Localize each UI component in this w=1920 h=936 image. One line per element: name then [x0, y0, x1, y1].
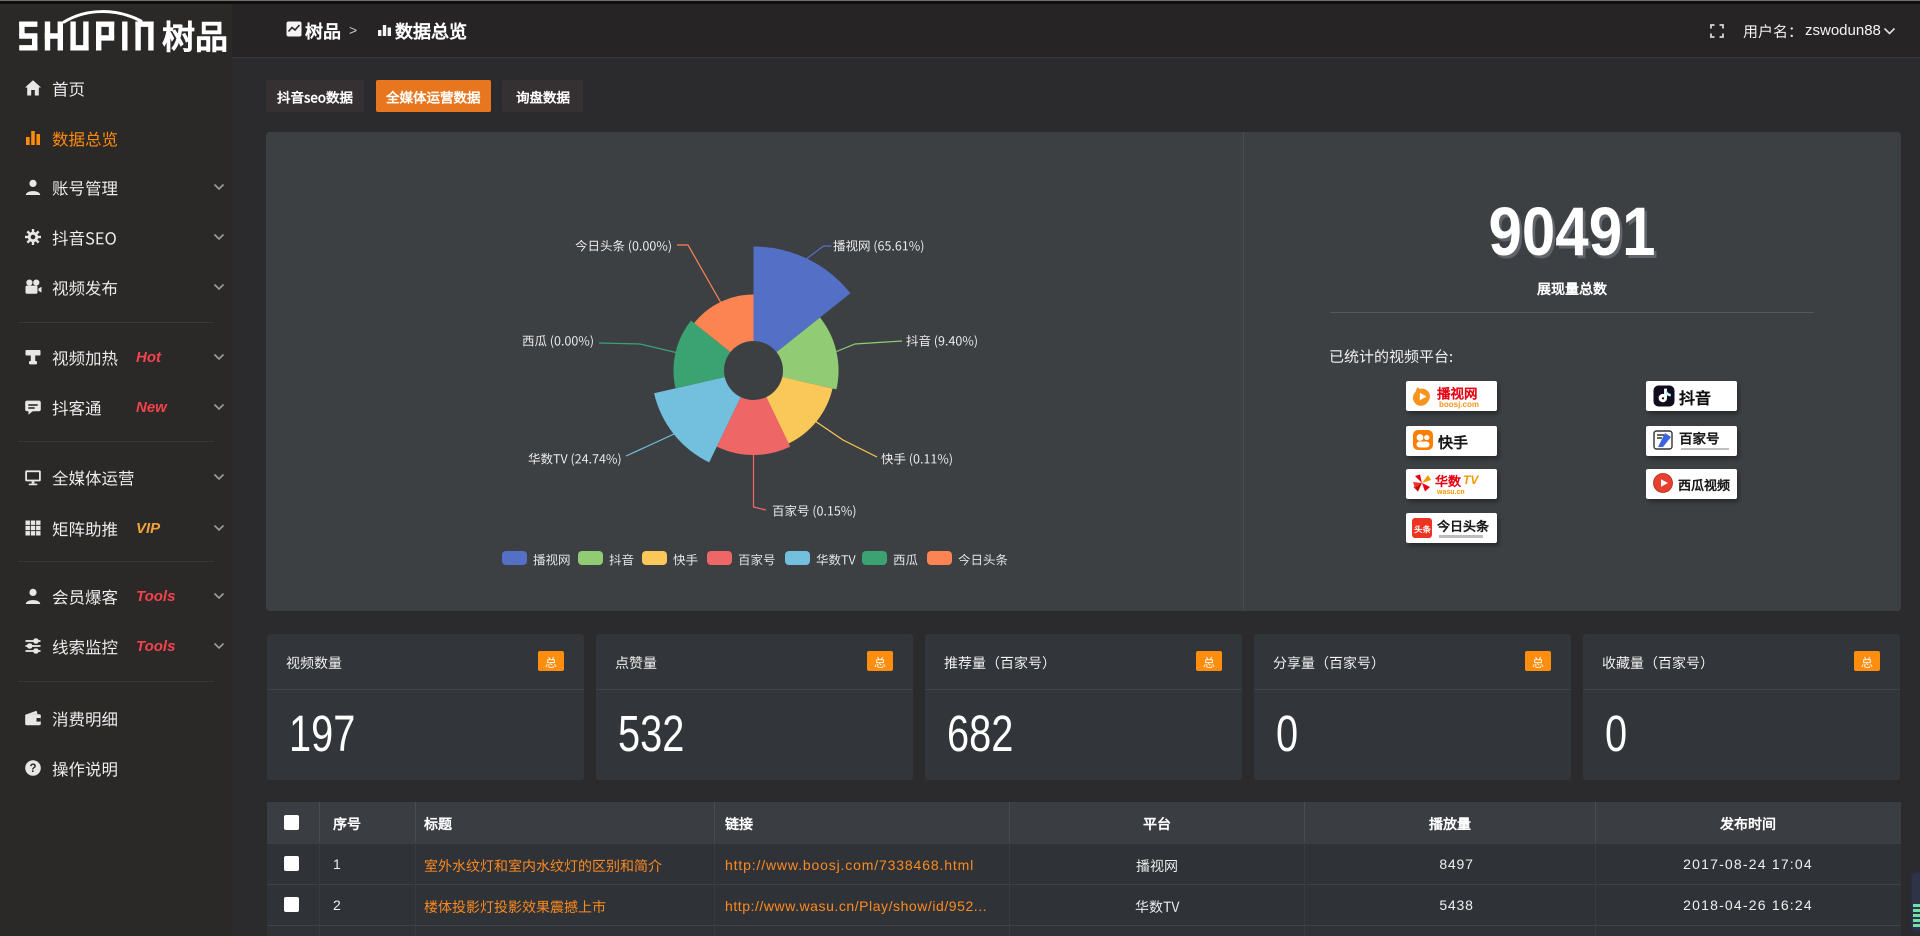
svg-text:?: ? [29, 763, 36, 775]
